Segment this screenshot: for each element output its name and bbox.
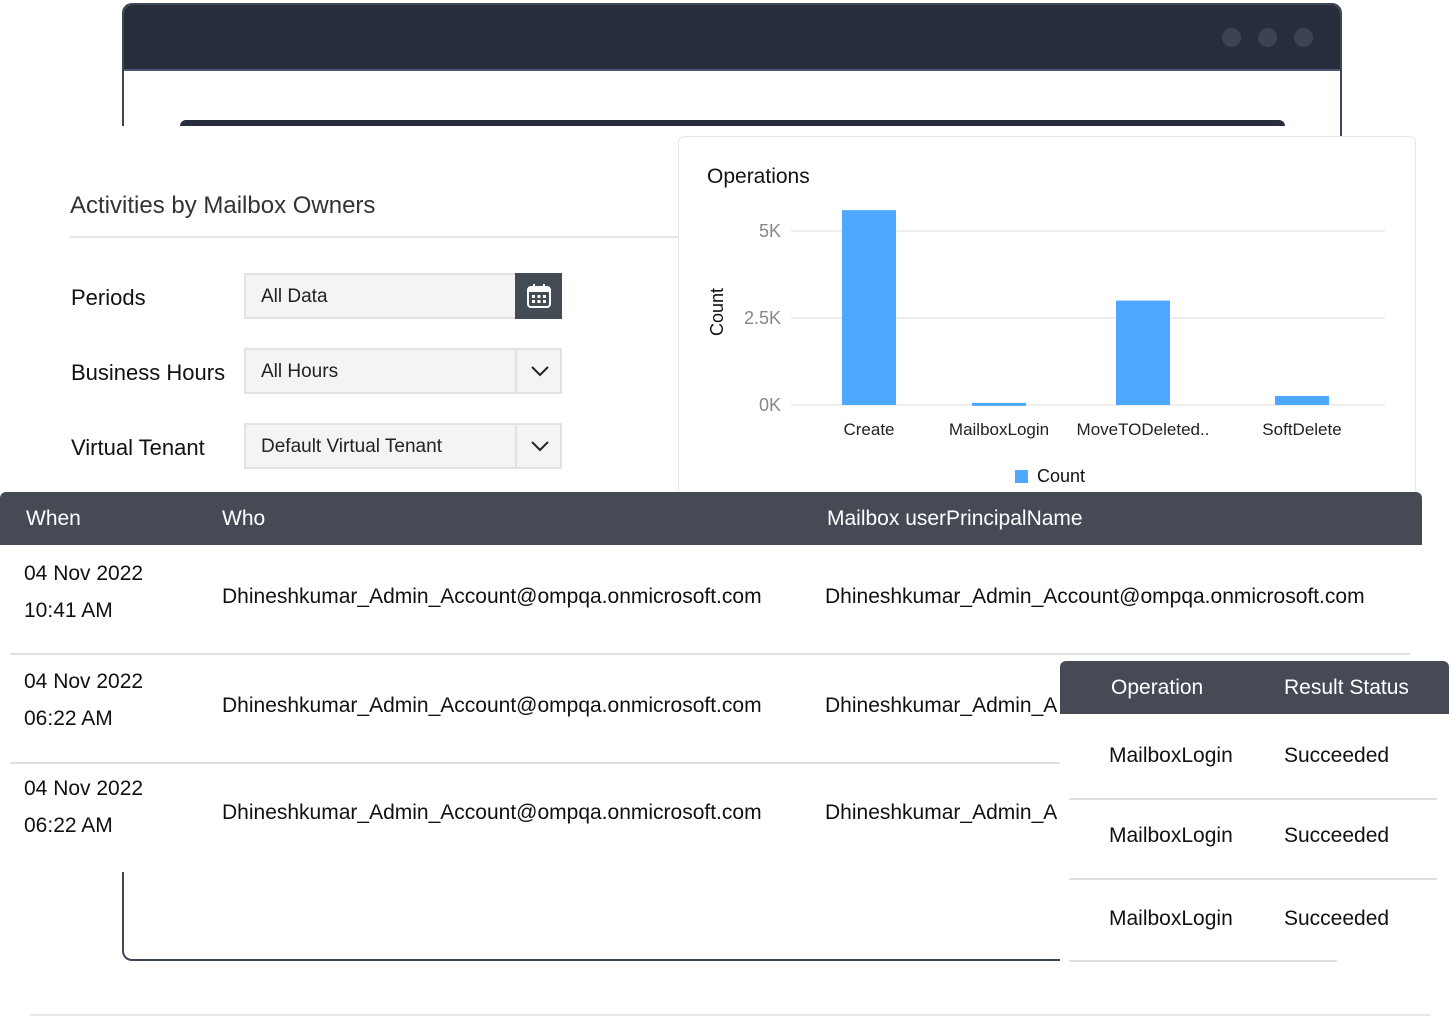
legend-label[interactable]: Count xyxy=(1037,466,1085,486)
calendar-icon xyxy=(526,284,551,308)
row-operation: MailboxLogin xyxy=(1109,907,1233,930)
row-who: Dhineshkumar_Admin_Account@ompqa.onmicro… xyxy=(222,585,762,608)
row-divider xyxy=(10,762,1060,764)
row-upn: Dhineshkumar_Admin_A xyxy=(825,694,1058,717)
business-hours-value: All Hours xyxy=(261,361,339,382)
x-tick-label: MoveTODeleted.. xyxy=(1077,420,1210,439)
chart-title: Operations xyxy=(707,165,810,188)
bar-softdelete[interactable] xyxy=(1275,395,1329,405)
row-operation: MailboxLogin xyxy=(1109,744,1233,767)
window-dot[interactable] xyxy=(1294,28,1313,47)
periods-label: Periods xyxy=(71,285,146,310)
page-title: Activities by Mailbox Owners xyxy=(70,192,376,219)
y-tick-label: 2.5K xyxy=(744,308,781,328)
column-header-operation[interactable]: Operation xyxy=(1111,676,1204,699)
divider xyxy=(30,1014,1430,1016)
row-upn: Dhineshkumar_Admin_Account@ompqa.onmicro… xyxy=(825,585,1365,608)
virtual-tenant-select[interactable]: Default Virtual Tenant xyxy=(244,423,562,469)
virtual-tenant-label: Virtual Tenant xyxy=(71,435,205,460)
row-who: Dhineshkumar_Admin_Account@ompqa.onmicro… xyxy=(222,694,762,717)
row-divider xyxy=(1069,878,1437,880)
divider xyxy=(70,236,678,238)
row-upn: Dhineshkumar_Admin_A xyxy=(825,801,1058,824)
periods-field[interactable]: All Data xyxy=(244,273,562,319)
row-time: 06:22 AM xyxy=(24,814,113,837)
window-titlebar xyxy=(124,5,1340,71)
table-header: When Who Mailbox userPrincipalName xyxy=(0,492,1422,545)
window-dot[interactable] xyxy=(1222,28,1241,47)
row-time: 06:22 AM xyxy=(24,707,113,730)
row-divider xyxy=(10,653,1410,655)
table-header: Operation Result Status xyxy=(1060,661,1449,714)
x-tick-label: MailboxLogin xyxy=(949,420,1049,439)
row-date: 04 Nov 2022 xyxy=(24,777,144,800)
x-tick-label: Create xyxy=(843,420,894,439)
inner-window-bar xyxy=(180,120,1285,126)
business-hours-label: Business Hours xyxy=(71,360,226,385)
bar-create[interactable] xyxy=(842,210,896,405)
dropdown-button[interactable] xyxy=(515,348,562,394)
window-dot[interactable] xyxy=(1258,28,1277,47)
row-who: Dhineshkumar_Admin_Account@ompqa.onmicro… xyxy=(222,801,762,824)
row-result-status: Succeeded xyxy=(1284,744,1390,767)
periods-value: All Data xyxy=(261,286,328,307)
y-tick-label: 5K xyxy=(759,221,781,241)
legend-swatch xyxy=(1015,470,1028,483)
row-result-status: Succeeded xyxy=(1284,907,1390,930)
column-header-result-status[interactable]: Result Status xyxy=(1284,676,1409,699)
row-date: 04 Nov 2022 xyxy=(24,562,144,585)
operation-result-table: Operation Result Status MailboxLogin Suc… xyxy=(1060,661,1449,962)
bar-movetodeleted[interactable] xyxy=(1116,300,1170,405)
row-time: 10:41 AM xyxy=(24,599,113,622)
x-tick-label: SoftDelete xyxy=(1262,420,1341,439)
row-date: 04 Nov 2022 xyxy=(24,670,144,693)
column-header-who[interactable]: Who xyxy=(222,507,266,530)
calendar-button[interactable] xyxy=(515,273,562,319)
column-header-when[interactable]: When xyxy=(26,507,81,530)
y-tick-label: 0K xyxy=(759,395,781,415)
chevron-down-icon xyxy=(530,366,549,377)
chevron-down-icon xyxy=(530,441,549,452)
column-header-upn[interactable]: Mailbox userPrincipalName xyxy=(827,507,1083,530)
row-divider xyxy=(1069,960,1337,962)
dropdown-button[interactable] xyxy=(515,423,562,469)
operations-chart-card: Operations Count 0K 2.5K 5K Create MailboxLo… xyxy=(678,136,1416,496)
y-axis-label: Count xyxy=(707,288,727,336)
business-hours-select[interactable]: All Hours xyxy=(244,348,562,394)
bar-mailboxlogin[interactable] xyxy=(972,402,1026,406)
row-divider xyxy=(1069,798,1437,800)
virtual-tenant-value: Default Virtual Tenant xyxy=(261,436,442,457)
operations-chart: Operations Count 0K 2.5K 5K Create MailboxLo… xyxy=(707,165,1385,486)
row-result-status: Succeeded xyxy=(1284,824,1390,847)
row-operation: MailboxLogin xyxy=(1109,824,1233,847)
